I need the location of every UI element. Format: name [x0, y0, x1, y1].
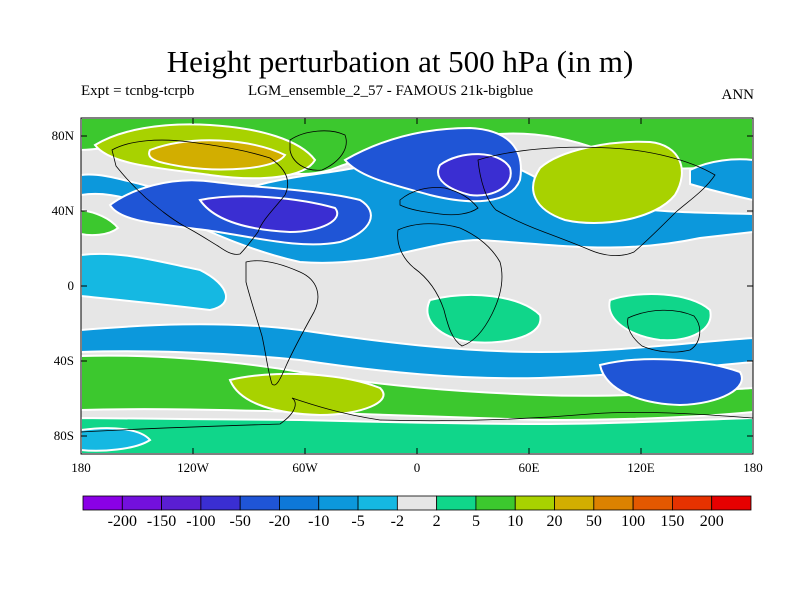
blob-south-indian-low: [598, 358, 743, 407]
colorbar-swatch: [121, 495, 162, 511]
lon-label-0: 0: [413, 460, 421, 475]
band-antarctic: [81, 416, 753, 454]
blob-antarctic-west: [81, 427, 152, 452]
colorbar: [82, 495, 752, 511]
coast-asia: [477, 146, 716, 256]
blob-australia: [608, 293, 712, 342]
colorbar-label: 150: [660, 513, 685, 530]
blob-pacific-west: [81, 208, 120, 237]
contour-field: [81, 118, 753, 454]
colorbar-label: 200: [699, 513, 724, 530]
lon-label-180-left: 180: [71, 460, 91, 475]
colorbar-label: -100: [186, 513, 216, 530]
lat-label-40n: 40N: [51, 203, 74, 218]
colorbar-label: -150: [146, 513, 177, 530]
lon-label-60w: 60W: [292, 460, 318, 475]
colorbar-label: 2: [432, 513, 441, 530]
blob-africa-indian: [426, 294, 542, 344]
colorbar-swatch: [279, 495, 320, 511]
coastlines: [81, 130, 753, 433]
coast-south-america: [245, 260, 319, 386]
colorbar-label: 100: [621, 513, 646, 530]
lon-label-180-right: 180: [743, 460, 763, 475]
colorbar-swatch: [475, 495, 516, 511]
coast-greenland: [289, 130, 347, 171]
colorbar-label: 10: [507, 513, 524, 530]
experiment-label: Expt = tcnbg-tcrpb: [81, 83, 195, 99]
plot-title: Height perturbation at 500 hPa (in m): [166, 44, 634, 79]
colorbar-label: -5: [351, 513, 365, 530]
colorbar-swatch: [711, 495, 752, 511]
coast-australia: [627, 309, 701, 353]
season-label: ANN: [721, 87, 755, 103]
coast-north-america: [111, 139, 289, 255]
colorbar-label: -2: [390, 513, 404, 530]
lat-label-equator: 0: [67, 278, 75, 293]
colorbar-swatch: [514, 495, 555, 511]
colorbar-swatch: [200, 495, 241, 511]
blob-south-pacific-high: [228, 372, 385, 417]
colorbar-swatch: [82, 495, 123, 511]
colorbar-swatch: [161, 495, 202, 511]
blob-canada-core: [148, 139, 287, 171]
colorbar-swatch: [632, 495, 673, 511]
colorbar-label: 5: [471, 513, 480, 530]
coast-antarctica: [81, 397, 753, 433]
colorbar-label: -20: [268, 513, 291, 530]
colorbar-swatch: [672, 495, 713, 511]
colorbar-swatch: [396, 495, 438, 511]
lat-label-80n: 80N: [51, 128, 74, 143]
lon-label-120e: 120E: [627, 460, 655, 475]
lat-label-80s: 80S: [53, 428, 74, 443]
lon-label-60e: 60E: [518, 460, 540, 475]
colorbar-label: -50: [229, 513, 251, 530]
band-tropical-pacific: [81, 252, 227, 312]
blob-asia-high: [532, 140, 683, 224]
colorbar-swatch: [436, 495, 477, 511]
colorbar-swatch: [593, 495, 634, 511]
colorbar-label: -200: [107, 513, 137, 530]
lon-label-120w: 120W: [177, 460, 209, 475]
band-south-midlat: [81, 323, 753, 380]
coast-africa: [397, 223, 503, 347]
lat-label-40s: 40S: [53, 353, 74, 368]
blob-north-atlantic-core: [198, 195, 339, 234]
ensemble-label: LGM_ensemble_2_57 - FAMOUS 21k-bigblue: [248, 83, 534, 99]
colorbar-swatch: [239, 495, 280, 511]
colorbar-swatch: [357, 495, 398, 511]
colorbar-label: 20: [546, 513, 563, 530]
colorbar-swatch: [318, 495, 359, 511]
colorbar-label: 50: [585, 513, 602, 530]
axis-ticks: [81, 118, 753, 454]
colorbar-label: -10: [308, 513, 330, 530]
blob-europe-core: [437, 153, 512, 197]
colorbar-swatch: [554, 495, 595, 511]
coast-europe: [399, 187, 479, 216]
